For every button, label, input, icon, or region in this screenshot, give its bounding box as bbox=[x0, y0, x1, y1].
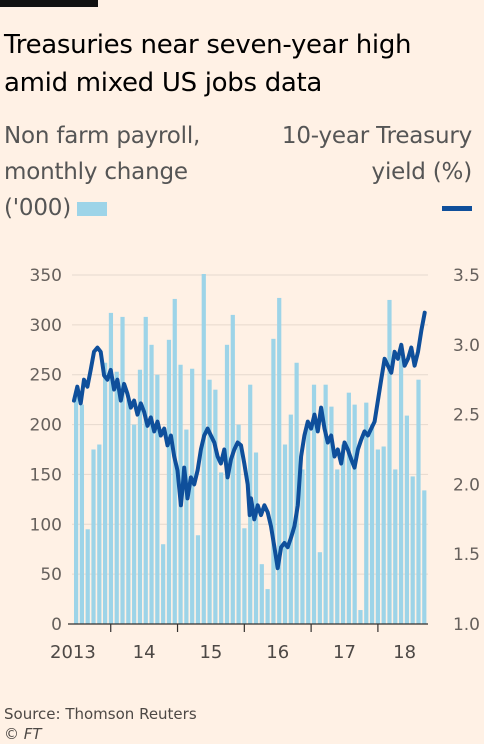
bar bbox=[422, 490, 427, 624]
bar bbox=[358, 610, 363, 624]
bar bbox=[132, 424, 137, 624]
bar bbox=[323, 384, 328, 624]
legend-line: 10-year Treasury yield (%) bbox=[232, 118, 472, 226]
x-tick-label: 16 bbox=[266, 642, 289, 663]
bar bbox=[201, 274, 206, 624]
bar bbox=[265, 589, 270, 624]
right-tick-label: 3.0 bbox=[453, 336, 480, 356]
bar bbox=[85, 529, 90, 624]
bar bbox=[91, 449, 96, 624]
bar bbox=[410, 476, 415, 624]
bar bbox=[155, 374, 160, 624]
bar bbox=[300, 469, 305, 624]
bar bbox=[230, 314, 235, 624]
left-tick-label: 250 bbox=[30, 366, 62, 386]
chart-title: Treasuries near seven-year high amid mix… bbox=[4, 30, 412, 98]
bar bbox=[329, 406, 334, 624]
chart-plot: 0 50 100 150 200 250 300 350 1.0 1.5 2.0 2.5 3.0 3.5 2… bbox=[30, 266, 480, 663]
left-tick-label: 350 bbox=[30, 266, 62, 286]
bar bbox=[259, 564, 264, 624]
bar bbox=[346, 392, 351, 624]
x-tick-label: 18 bbox=[393, 642, 416, 663]
bar bbox=[393, 469, 398, 624]
bar bbox=[398, 356, 404, 624]
bar bbox=[311, 384, 317, 624]
bar bbox=[161, 544, 166, 624]
bar bbox=[137, 369, 143, 624]
bar bbox=[282, 444, 288, 624]
bar bbox=[340, 444, 346, 624]
bar bbox=[184, 429, 189, 624]
yield-line bbox=[72, 310, 427, 571]
x-tick-label: 17 bbox=[333, 642, 356, 663]
left-tick-label: 300 bbox=[30, 316, 62, 336]
bar bbox=[306, 424, 311, 624]
legend-line-swatch bbox=[442, 206, 472, 211]
right-tick-label: 2.0 bbox=[453, 475, 480, 495]
bar bbox=[416, 379, 421, 624]
legend-bars-label: Non farm payroll, monthly change ('000) bbox=[4, 123, 201, 221]
bar bbox=[352, 404, 357, 624]
bar bbox=[166, 339, 172, 624]
bar bbox=[74, 394, 79, 624]
credit: © FT bbox=[4, 725, 42, 743]
bar bbox=[103, 362, 108, 624]
left-tick-label: 50 bbox=[40, 565, 62, 585]
bar bbox=[120, 316, 125, 624]
bar bbox=[242, 528, 247, 624]
bar bbox=[79, 404, 85, 624]
x-tick-label: 15 bbox=[199, 642, 222, 663]
left-tick-label: 100 bbox=[30, 515, 62, 535]
right-tick-label: 3.5 bbox=[453, 266, 480, 286]
bar bbox=[277, 297, 282, 624]
bar bbox=[381, 446, 386, 624]
bar bbox=[317, 552, 322, 624]
bar bbox=[288, 414, 293, 624]
bar bbox=[195, 535, 201, 624]
bar bbox=[236, 424, 241, 624]
bar bbox=[207, 379, 212, 624]
bar bbox=[224, 344, 230, 624]
bar bbox=[404, 415, 409, 624]
legend-bars: Non farm payroll, monthly change ('000) bbox=[4, 118, 244, 226]
bar bbox=[369, 424, 375, 624]
x-tick-label: 2013 bbox=[50, 642, 96, 663]
x-tick-label: 14 bbox=[133, 642, 156, 663]
bar bbox=[149, 344, 154, 624]
bar bbox=[253, 452, 259, 624]
bar bbox=[375, 449, 380, 624]
bar bbox=[364, 402, 369, 624]
source-note: Source: Thomson Reuters bbox=[4, 705, 197, 723]
bar bbox=[126, 399, 131, 624]
left-tick-label: 150 bbox=[30, 465, 62, 485]
bar bbox=[114, 371, 119, 624]
brand-bar bbox=[0, 0, 98, 7]
bar bbox=[108, 312, 114, 624]
bar bbox=[190, 368, 195, 624]
bar bbox=[143, 316, 148, 624]
legend-line-label: 10-year Treasury yield (%) bbox=[281, 123, 472, 185]
bar bbox=[97, 444, 102, 624]
bar bbox=[387, 299, 392, 624]
right-tick-label: 1.0 bbox=[453, 615, 480, 635]
bar bbox=[213, 389, 218, 624]
left-tick-label: 200 bbox=[30, 416, 62, 436]
right-tick-label: 2.5 bbox=[453, 406, 480, 426]
bar bbox=[271, 338, 276, 624]
left-tick-label: 0 bbox=[51, 615, 62, 635]
legend-bars-swatch bbox=[76, 201, 107, 216]
bar bbox=[335, 469, 340, 624]
right-tick-label: 1.5 bbox=[453, 545, 480, 565]
bar bbox=[219, 472, 224, 624]
